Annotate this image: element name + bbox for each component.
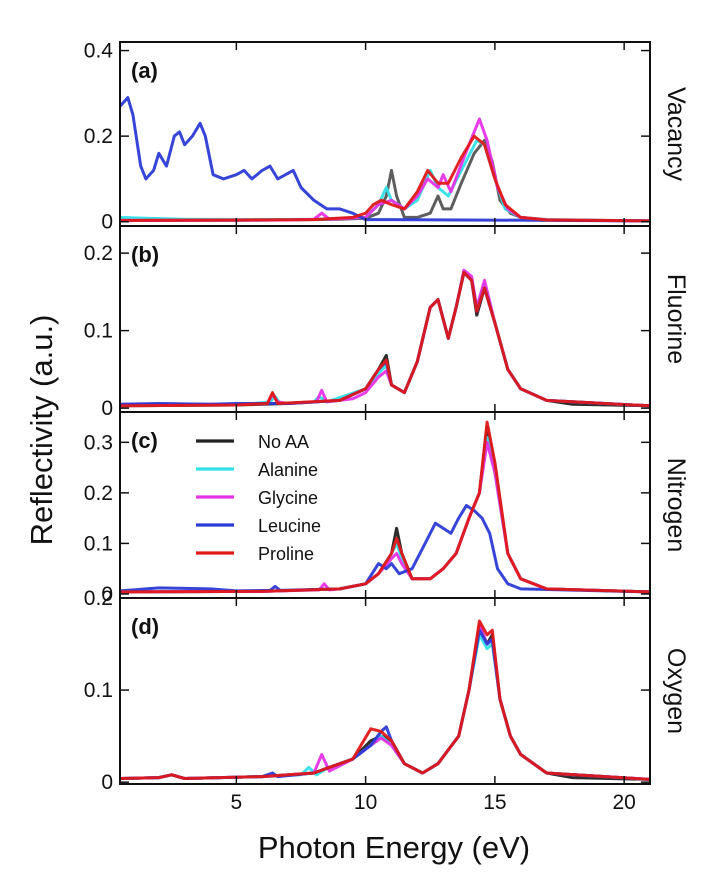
legend-label: Alanine [258,460,318,480]
panel-side-label: Nitrogen [662,458,690,553]
x-tick-label: 10 [354,791,377,814]
panel-tag: (c) [131,428,158,453]
series-line-no-aa [120,138,650,223]
series-line-glycine [120,268,650,408]
series-line-alanine [120,271,650,408]
y-tick-label: 0.2 [84,482,113,505]
y-tick-label: 0.3 [84,431,113,454]
series-line-alanine [120,633,650,781]
series-line-leucine [120,96,650,223]
series-line-no-aa [120,624,650,781]
panel-frame [119,225,651,413]
series-group [120,96,650,223]
y-tick-label: 0.2 [84,125,113,148]
panel-1: 0 0.1 0.2 (b) Fluorine [84,225,690,420]
x-axis-label: Photon Energy (eV) [258,830,530,865]
panel-tag: (d) [131,614,159,639]
series-group [120,268,650,408]
y-tick-label: 0 [101,771,113,794]
series-line-proline [120,619,650,781]
x-tick-label: 15 [483,791,506,814]
panel-2: 0 0.1 0.2 0.3 (c) Nitrogen [84,411,690,606]
y-axis-label: Reflectivity (a.u.) [24,315,59,546]
legend-label: Proline [258,544,314,564]
series-line-glycine [120,117,650,223]
y-tick-label: 0 [101,211,113,234]
legend-label: Glycine [258,488,318,508]
y-tick-label: 0.1 [84,320,113,343]
series-line-leucine [120,271,650,408]
series-line-proline [120,271,650,408]
series-line-leucine [120,628,650,781]
series-line-leucine [120,504,650,594]
series-line-proline [120,420,650,594]
x-tick-label: 5 [230,791,242,814]
series-line-glycine [120,624,650,781]
panel-side-label: Vacancy [662,87,690,182]
panel-0: 0 0.2 0.4 (a) Vacancy [84,40,690,234]
x-tick-label: 20 [612,791,635,814]
series-line-proline [120,134,650,223]
y-tick-label: 0 [101,583,113,606]
panel-tag: (b) [131,242,159,267]
panel-side-label: Oxygen [662,648,690,734]
panel-3: 0 0.1 0.2 (d) Oxygen [84,587,690,794]
legend-label: No AA [258,432,309,452]
y-tick-label: 0.2 [84,242,113,265]
panel-tag: (a) [131,58,158,83]
y-tick-label: 0 [101,397,113,420]
legend: No AA Alanine Glycine Leucine Proline [196,432,321,564]
y-tick-label: 0.1 [84,532,113,555]
panel-frame [119,597,651,785]
y-tick-label: 0.1 [84,679,113,702]
series-group [120,619,650,781]
series-group [120,420,650,594]
series-line-alanine [120,138,650,223]
y-tick-label: 0.4 [84,40,114,63]
panel-side-label: Fluorine [662,274,690,364]
legend-label: Leucine [258,516,321,536]
series-line-no-aa [120,271,650,408]
y-tick-label: 0.2 [84,587,113,610]
